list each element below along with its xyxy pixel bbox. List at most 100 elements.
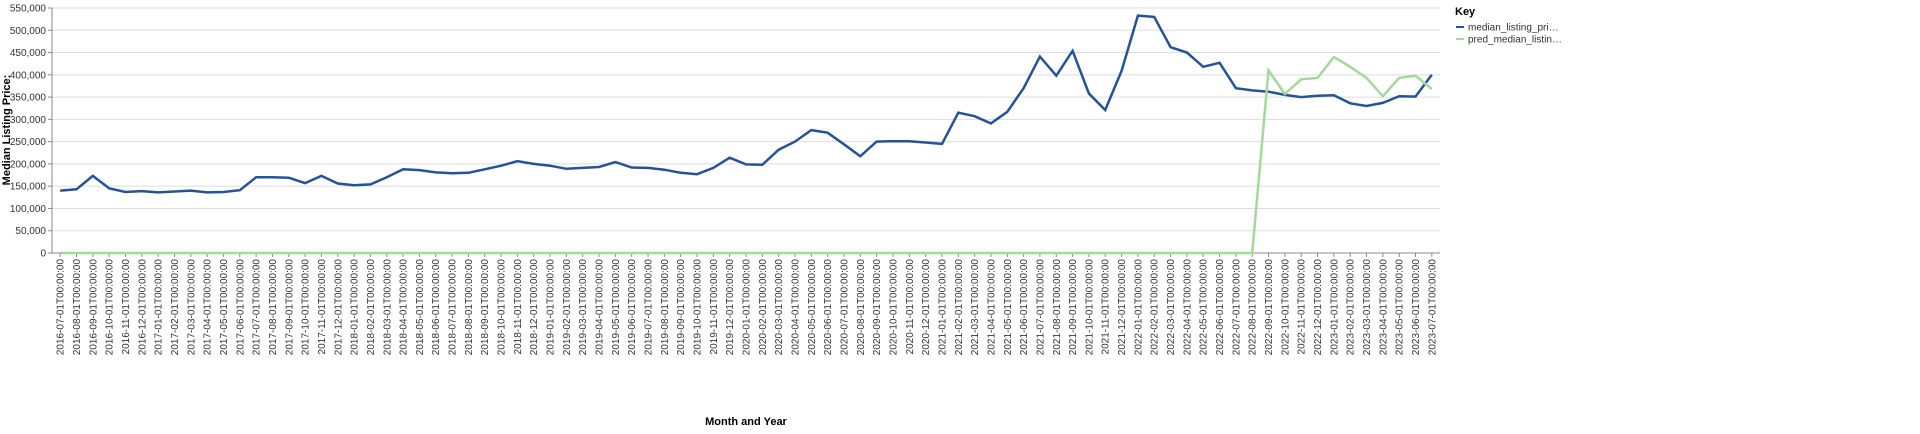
x-tick-label: 2022-08-01T00:00:00 bbox=[1248, 259, 1259, 356]
x-tick-label: 2020-04-01T00:00:00 bbox=[790, 259, 801, 356]
x-tick-label: 2016-11-01T00:00:00 bbox=[121, 259, 132, 355]
x-tick-label: 2019-12-01T00:00:00 bbox=[725, 259, 736, 356]
x-tick-label: 2018-01-01T00:00:00 bbox=[350, 259, 361, 356]
y-tick-label: 350,000 bbox=[10, 93, 47, 104]
x-tick-label: 2019-03-01T00:00:00 bbox=[578, 259, 589, 356]
y-tick-label: 100,000 bbox=[10, 204, 47, 215]
y-tick-label: 50,000 bbox=[15, 226, 46, 237]
x-tick-label: 2021-06-01T00:00:00 bbox=[1019, 259, 1030, 356]
y-tick-label: 450,000 bbox=[10, 48, 47, 59]
x-tick-label: 2018-02-01T00:00:00 bbox=[366, 259, 377, 356]
x-tick-label: 2019-10-01T00:00:00 bbox=[693, 259, 704, 356]
x-tick-label: 2019-01-01T00:00:00 bbox=[546, 259, 557, 356]
x-tick-label: 2021-11-01T00:00:00 bbox=[1101, 259, 1112, 355]
x-tick-label: 2017-08-01T00:00:00 bbox=[268, 259, 279, 356]
x-tick-label: 2019-06-01T00:00:00 bbox=[627, 259, 638, 356]
x-tick-label: 2022-02-01T00:00:00 bbox=[1150, 259, 1161, 356]
y-tick-label: 0 bbox=[40, 249, 46, 260]
x-tick-label: 2021-04-01T00:00:00 bbox=[986, 259, 997, 356]
x-tick-label: 2023-04-01T00:00:00 bbox=[1378, 259, 1389, 356]
x-tick-label: 2021-08-01T00:00:00 bbox=[1052, 259, 1063, 356]
x-tick-label: 2022-07-01T00:00:00 bbox=[1231, 259, 1242, 356]
x-tick-label: 2019-07-01T00:00:00 bbox=[644, 259, 655, 356]
x-tick-label: 2018-10-01T00:00:00 bbox=[497, 259, 508, 356]
x-tick-label: 2017-06-01T00:00:00 bbox=[235, 259, 246, 356]
y-tick-label: 550,000 bbox=[10, 4, 47, 15]
x-tick-label: 2023-01-01T00:00:00 bbox=[1329, 259, 1340, 356]
x-tick-label: 2021-05-01T00:00:00 bbox=[1003, 259, 1014, 356]
x-tick-label: 2021-10-01T00:00:00 bbox=[1084, 259, 1095, 356]
y-axis-title: Median Listing Price: bbox=[1, 75, 13, 186]
x-tick-label: 2019-11-01T00:00:00 bbox=[709, 259, 720, 355]
x-tick-label: 2018-04-01T00:00:00 bbox=[399, 259, 410, 356]
x-tick-label: 2022-11-01T00:00:00 bbox=[1297, 259, 1308, 355]
x-tick-label: 2017-11-01T00:00:00 bbox=[317, 259, 328, 355]
x-tick-label: 2022-01-01T00:00:00 bbox=[1133, 259, 1144, 356]
x-tick-label: 2017-09-01T00:00:00 bbox=[284, 259, 295, 356]
x-tick-label: 2016-08-01T00:00:00 bbox=[72, 259, 83, 356]
x-tick-label: 2017-02-01T00:00:00 bbox=[170, 259, 181, 356]
x-tick-label: 2022-06-01T00:00:00 bbox=[1215, 259, 1226, 356]
x-tick-label: 2021-12-01T00:00:00 bbox=[1117, 259, 1128, 356]
series-line bbox=[60, 14, 1433, 194]
x-tick-label: 2016-12-01T00:00:00 bbox=[137, 259, 148, 356]
x-tick-label: 2018-05-01T00:00:00 bbox=[415, 259, 426, 356]
x-tick-label: 2019-09-01T00:00:00 bbox=[676, 259, 687, 356]
x-tick-label: 2022-03-01T00:00:00 bbox=[1166, 259, 1177, 356]
x-axis-title: Month and Year bbox=[705, 416, 787, 428]
x-tick-label: 2021-01-01T00:00:00 bbox=[937, 259, 948, 356]
x-tick-label: 2023-02-01T00:00:00 bbox=[1346, 259, 1357, 356]
y-tick-label: 200,000 bbox=[10, 159, 47, 170]
x-tick-label: 2020-02-01T00:00:00 bbox=[758, 259, 769, 356]
x-tick-label: 2018-06-01T00:00:00 bbox=[431, 259, 442, 356]
x-tick-label: 2017-10-01T00:00:00 bbox=[301, 259, 312, 356]
series-line bbox=[60, 55, 1433, 255]
legend-label: pred_median_listin… bbox=[1468, 35, 1562, 46]
x-tick-label: 2021-02-01T00:00:00 bbox=[954, 259, 965, 356]
x-tick-label: 2020-05-01T00:00:00 bbox=[807, 259, 818, 356]
x-tick-label: 2018-11-01T00:00:00 bbox=[513, 259, 524, 355]
x-tick-label: 2017-07-01T00:00:00 bbox=[252, 259, 263, 356]
x-tick-label: 2020-01-01T00:00:00 bbox=[742, 259, 753, 356]
x-tick-label: 2018-07-01T00:00:00 bbox=[448, 259, 459, 356]
x-tick-label: 2022-04-01T00:00:00 bbox=[1182, 259, 1193, 356]
x-tick-label: 2016-07-01T00:00:00 bbox=[56, 259, 67, 356]
x-tick-label: 2016-10-01T00:00:00 bbox=[105, 259, 116, 356]
x-tick-label: 2023-05-01T00:00:00 bbox=[1395, 259, 1406, 356]
x-tick-label: 2020-11-01T00:00:00 bbox=[905, 259, 916, 355]
x-tick-label: 2018-08-01T00:00:00 bbox=[464, 259, 475, 356]
x-tick-label: 2019-02-01T00:00:00 bbox=[562, 259, 573, 356]
x-tick-label: 2019-08-01T00:00:00 bbox=[660, 259, 671, 356]
x-tick-label: 2020-12-01T00:00:00 bbox=[921, 259, 932, 356]
x-tick-label: 2021-09-01T00:00:00 bbox=[1068, 259, 1079, 356]
x-tick-label: 2022-05-01T00:00:00 bbox=[1199, 259, 1210, 356]
y-tick-label: 250,000 bbox=[10, 137, 47, 148]
x-tick-label: 2022-09-01T00:00:00 bbox=[1264, 259, 1275, 356]
x-tick-label: 2020-09-01T00:00:00 bbox=[872, 259, 883, 356]
x-tick-label: 2017-04-01T00:00:00 bbox=[203, 259, 214, 356]
x-tick-label: 2023-07-01T00:00:00 bbox=[1427, 259, 1438, 356]
x-tick-label: 2021-07-01T00:00:00 bbox=[1035, 259, 1046, 356]
x-tick-label: 2019-04-01T00:00:00 bbox=[595, 259, 606, 356]
x-tick-label: 2023-03-01T00:00:00 bbox=[1362, 259, 1373, 356]
x-tick-label: 2020-03-01T00:00:00 bbox=[774, 259, 785, 356]
x-tick-label: 2017-12-01T00:00:00 bbox=[333, 259, 344, 356]
x-tick-label: 2020-06-01T00:00:00 bbox=[823, 259, 834, 356]
x-tick-label: 2018-12-01T00:00:00 bbox=[529, 259, 540, 356]
y-tick-label: 400,000 bbox=[10, 70, 47, 81]
x-tick-label: 2019-05-01T00:00:00 bbox=[611, 259, 622, 356]
y-tick-label: 300,000 bbox=[10, 115, 47, 126]
x-tick-label: 2020-07-01T00:00:00 bbox=[839, 259, 850, 356]
x-tick-label: 2018-09-01T00:00:00 bbox=[480, 259, 491, 356]
x-tick-label: 2022-10-01T00:00:00 bbox=[1280, 259, 1291, 356]
x-tick-label: 2020-10-01T00:00:00 bbox=[888, 259, 899, 356]
y-tick-label: 500,000 bbox=[10, 26, 47, 37]
x-tick-label: 2017-03-01T00:00:00 bbox=[186, 259, 197, 356]
x-tick-label: 2021-03-01T00:00:00 bbox=[970, 259, 981, 356]
x-tick-label: 2018-03-01T00:00:00 bbox=[382, 259, 393, 356]
x-tick-label: 2020-08-01T00:00:00 bbox=[856, 259, 867, 356]
legend-label: median_listing_pri… bbox=[1468, 23, 1559, 34]
x-tick-label: 2016-09-01T00:00:00 bbox=[88, 259, 99, 356]
legend-title: Key bbox=[1455, 6, 1476, 18]
